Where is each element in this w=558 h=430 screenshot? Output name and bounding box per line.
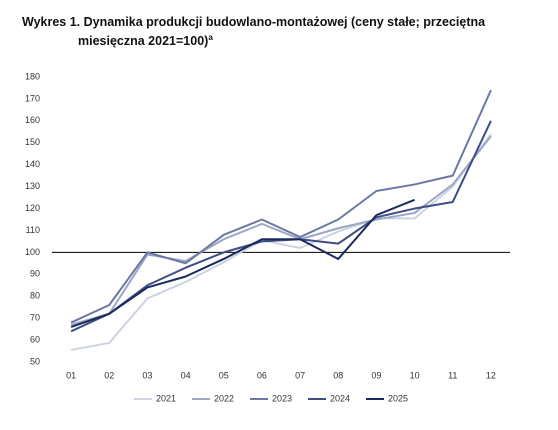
series-line: [70, 133, 492, 351]
y-tick-label: 160: [25, 115, 40, 125]
y-tick-label: 80: [30, 291, 40, 301]
x-tick-label: 06: [257, 370, 267, 380]
y-tick-label: 100: [25, 247, 40, 257]
x-tick-label: 03: [142, 370, 152, 380]
y-tick-label: 110: [26, 225, 40, 235]
x-tick-label: 05: [219, 370, 229, 380]
legend-label: 2024: [330, 393, 350, 403]
series-line: [70, 89, 492, 324]
legend-label: 2023: [272, 393, 292, 403]
y-tick-label: 140: [25, 159, 40, 169]
series-line: [70, 120, 492, 333]
x-tick-label: 01: [66, 370, 76, 380]
y-tick-label: 120: [25, 203, 40, 213]
x-tick-label: 07: [295, 370, 305, 380]
legend-label: 2021: [156, 393, 176, 403]
y-tick-label: 90: [30, 269, 40, 279]
y-tick-label: 130: [25, 181, 40, 191]
y-tick-label: 70: [30, 313, 40, 323]
x-tick-label: 02: [104, 370, 114, 380]
x-tick-label: 09: [371, 370, 381, 380]
title-footnote-mark: a: [208, 33, 213, 42]
y-tick-label: 170: [25, 93, 40, 103]
chart-title: Wykres 1. Dynamika produkcji budowlano-m…: [22, 15, 486, 49]
legend-label: 2022: [214, 393, 234, 403]
legend-label: 2025: [388, 393, 408, 403]
y-tick-label: 180: [25, 71, 40, 81]
y-tick-label: 60: [30, 334, 40, 344]
x-tick-label: 12: [486, 370, 496, 380]
x-tick-label: 04: [181, 370, 191, 380]
chart-title-block: Wykres 1. Dynamika produkcji budowlano-m…: [22, 14, 548, 49]
x-tick-label: 10: [410, 370, 420, 380]
x-tick-label: 11: [448, 370, 457, 380]
y-tick-label: 150: [25, 137, 40, 147]
x-tick-label: 08: [333, 370, 343, 380]
y-tick-label: 50: [30, 356, 40, 366]
series-line: [70, 198, 415, 328]
